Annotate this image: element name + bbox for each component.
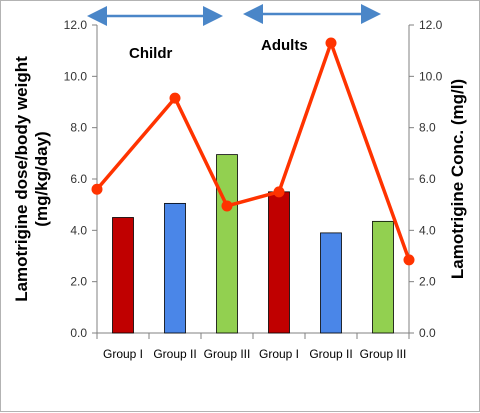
bar <box>372 220 394 334</box>
y-tick-label: 12.0 <box>64 18 88 32</box>
x-category-label: Group II <box>153 347 196 361</box>
y2-tick-label: 0.0 <box>419 326 436 340</box>
y-tick-label: 10.0 <box>64 69 88 83</box>
line-marker <box>273 186 285 198</box>
y-tick-label: 4.0 <box>70 223 87 237</box>
y2-tick-label: 4.0 <box>419 223 436 237</box>
y2-tick-label: 6.0 <box>419 172 436 186</box>
y-axis-title-line: Lamotrigine dose/body weight <box>12 56 31 302</box>
bar <box>164 202 186 334</box>
x-category-label: Group I <box>103 347 143 361</box>
tick-labels: 0.0 2.0 4.0 6.0 8.0 10.0 12.0 0.0 2.0 4.0 6.0 8.0 10… <box>64 18 443 361</box>
bar <box>320 232 342 334</box>
bar <box>268 191 290 334</box>
y2-tick-label: 2.0 <box>419 275 436 289</box>
x-category-label: Group III <box>204 347 251 361</box>
line-marker <box>403 254 415 266</box>
line-marker <box>325 37 337 49</box>
bar-series <box>112 154 394 334</box>
line-marker <box>169 92 181 104</box>
y2-tick-label: 10.0 <box>419 69 443 83</box>
y-tick-label: 2.0 <box>70 275 87 289</box>
axes <box>92 24 414 339</box>
y2-axis-title: Lamotrigine Conc. (mg/l) <box>448 79 467 279</box>
y2-tick-label: 12.0 <box>419 18 443 32</box>
line-marker <box>91 183 103 195</box>
x-category-label: Group II <box>309 347 352 361</box>
concentration-line <box>95 41 411 261</box>
axis-titles: Lamotrigine dose/body weight (mg/kg/day) L… <box>12 56 467 302</box>
y-tick-label: 8.0 <box>70 121 87 135</box>
children-label: Childr <box>129 45 172 62</box>
x-category-label: Group I <box>259 347 299 361</box>
annotations: Childr Adults <box>87 4 381 62</box>
y-tick-label: 6.0 <box>70 172 87 186</box>
y-tick-label: 0.0 <box>70 326 87 340</box>
line-series <box>91 37 415 266</box>
y2-tick-label: 8.0 <box>419 121 436 135</box>
bar <box>216 154 238 334</box>
line-marker <box>221 200 233 212</box>
x-category-label: Group III <box>360 347 407 361</box>
adults-label: Adults <box>261 37 308 54</box>
y-axis-title-line: (mg/kg/day) <box>32 131 51 226</box>
bar <box>112 217 134 334</box>
